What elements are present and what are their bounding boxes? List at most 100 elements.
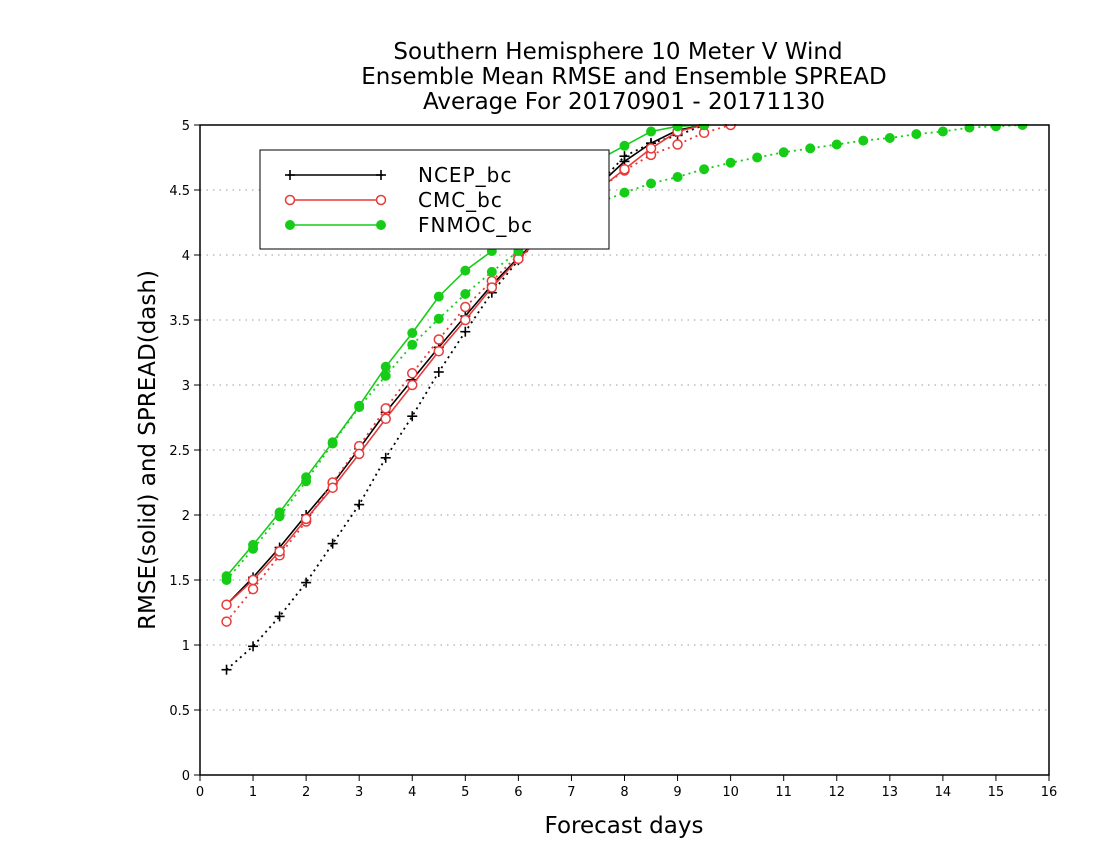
x-tick-label: 4 <box>408 785 416 800</box>
data-point <box>221 571 232 582</box>
data-point <box>619 187 630 198</box>
legend-label: NCEP_bc <box>418 163 512 187</box>
data-point <box>354 499 365 510</box>
x-tick-label: 14 <box>935 785 952 800</box>
data-point <box>646 126 657 137</box>
x-tick-label: 16 <box>1041 785 1058 800</box>
y-tick-label: 2.5 <box>169 444 190 459</box>
title-line-1: Southern Hemisphere 10 Meter V Wind <box>393 39 842 65</box>
data-point <box>725 157 736 168</box>
data-point <box>380 413 391 425</box>
data-point <box>248 539 259 550</box>
data-point <box>221 664 232 675</box>
x-tick-label: 7 <box>567 785 575 800</box>
data-point <box>699 164 710 175</box>
series-FNMOC_bc-spread <box>221 124 1028 585</box>
data-point <box>274 611 285 622</box>
x-tick-label: 11 <box>775 785 792 800</box>
data-point <box>433 291 444 302</box>
x-tick-label: 15 <box>988 785 1005 800</box>
data-point <box>327 482 338 493</box>
data-point <box>486 282 498 293</box>
y-tick-label: 4.5 <box>169 184 190 199</box>
title-line-2: Ensemble Mean RMSE and Ensemble SPREAD <box>361 64 886 90</box>
legend-label: CMC_bc <box>418 188 503 212</box>
data-point <box>301 472 312 483</box>
data-point <box>752 152 763 163</box>
data-point <box>433 313 444 324</box>
data-point <box>619 163 630 175</box>
x-tick-label: 12 <box>828 785 845 800</box>
title-line-3: Average For 20170901 - 20171130 <box>423 89 825 115</box>
x-tick-label: 13 <box>882 785 899 800</box>
data-point <box>407 368 418 379</box>
data-point <box>433 334 445 345</box>
data-point <box>460 301 471 313</box>
y-tick-label: 5 <box>182 119 190 134</box>
data-point <box>645 143 657 154</box>
legend-label: FNMOC_bc <box>418 213 533 237</box>
data-point <box>221 616 232 627</box>
data-point <box>964 124 975 133</box>
data-point <box>354 400 365 411</box>
data-point <box>433 345 445 357</box>
x-tick-label: 6 <box>514 785 522 800</box>
data-point <box>486 266 497 277</box>
x-tick-label: 2 <box>302 785 310 800</box>
data-point <box>884 133 895 143</box>
data-point <box>460 289 471 299</box>
data-point <box>248 641 259 652</box>
data-point <box>646 178 657 189</box>
x-axis: 0 1 2 3 4 5 6 7 8 9 10 11 12 13 14 15 16 <box>196 775 1057 800</box>
data-point <box>301 577 312 588</box>
data-point <box>460 326 471 337</box>
data-point <box>407 339 418 350</box>
data-point <box>376 220 386 230</box>
y-axis-label: RMSE(solid) and SPREAD(dash) <box>135 270 161 630</box>
data-point <box>672 124 683 132</box>
data-point <box>285 170 295 180</box>
legend-item: FNMOC_bc <box>285 213 533 237</box>
data-point <box>274 546 285 557</box>
data-point <box>911 129 922 140</box>
data-point <box>327 437 338 448</box>
data-point <box>460 265 471 276</box>
x-tick-label: 0 <box>196 785 204 800</box>
data-point <box>778 147 789 158</box>
data-point <box>284 194 296 206</box>
y-tick-label: 1.5 <box>169 574 190 589</box>
data-point <box>300 513 312 525</box>
y-tick-label: 1 <box>182 639 190 654</box>
x-tick-label: 10 <box>722 785 739 800</box>
data-point <box>672 139 683 150</box>
x-tick-label: 5 <box>461 785 469 800</box>
data-point <box>433 367 444 377</box>
x-tick-label: 1 <box>249 785 257 800</box>
x-tick-label: 3 <box>355 785 363 800</box>
data-point <box>375 194 387 206</box>
data-point <box>407 379 418 391</box>
data-point <box>407 411 418 422</box>
data-point <box>831 139 842 150</box>
y-tick-label: 0 <box>182 769 190 784</box>
data-point <box>937 126 948 137</box>
data-point <box>247 583 259 595</box>
data-point <box>285 220 295 230</box>
data-point <box>376 170 386 180</box>
y-tick-label: 3.5 <box>169 314 190 329</box>
data-point <box>380 361 391 372</box>
x-tick-label: 9 <box>673 785 681 800</box>
y-tick-label: 4 <box>182 249 190 264</box>
data-point <box>380 403 391 414</box>
y-tick-label: 3 <box>182 379 190 394</box>
data-point <box>274 507 285 518</box>
data-point <box>407 328 418 338</box>
legend-item: CMC_bc <box>284 188 503 212</box>
data-point <box>380 452 391 463</box>
data-point <box>990 124 1001 132</box>
y-tick-label: 2 <box>182 509 190 524</box>
data-point <box>221 599 232 610</box>
data-point <box>247 574 259 586</box>
